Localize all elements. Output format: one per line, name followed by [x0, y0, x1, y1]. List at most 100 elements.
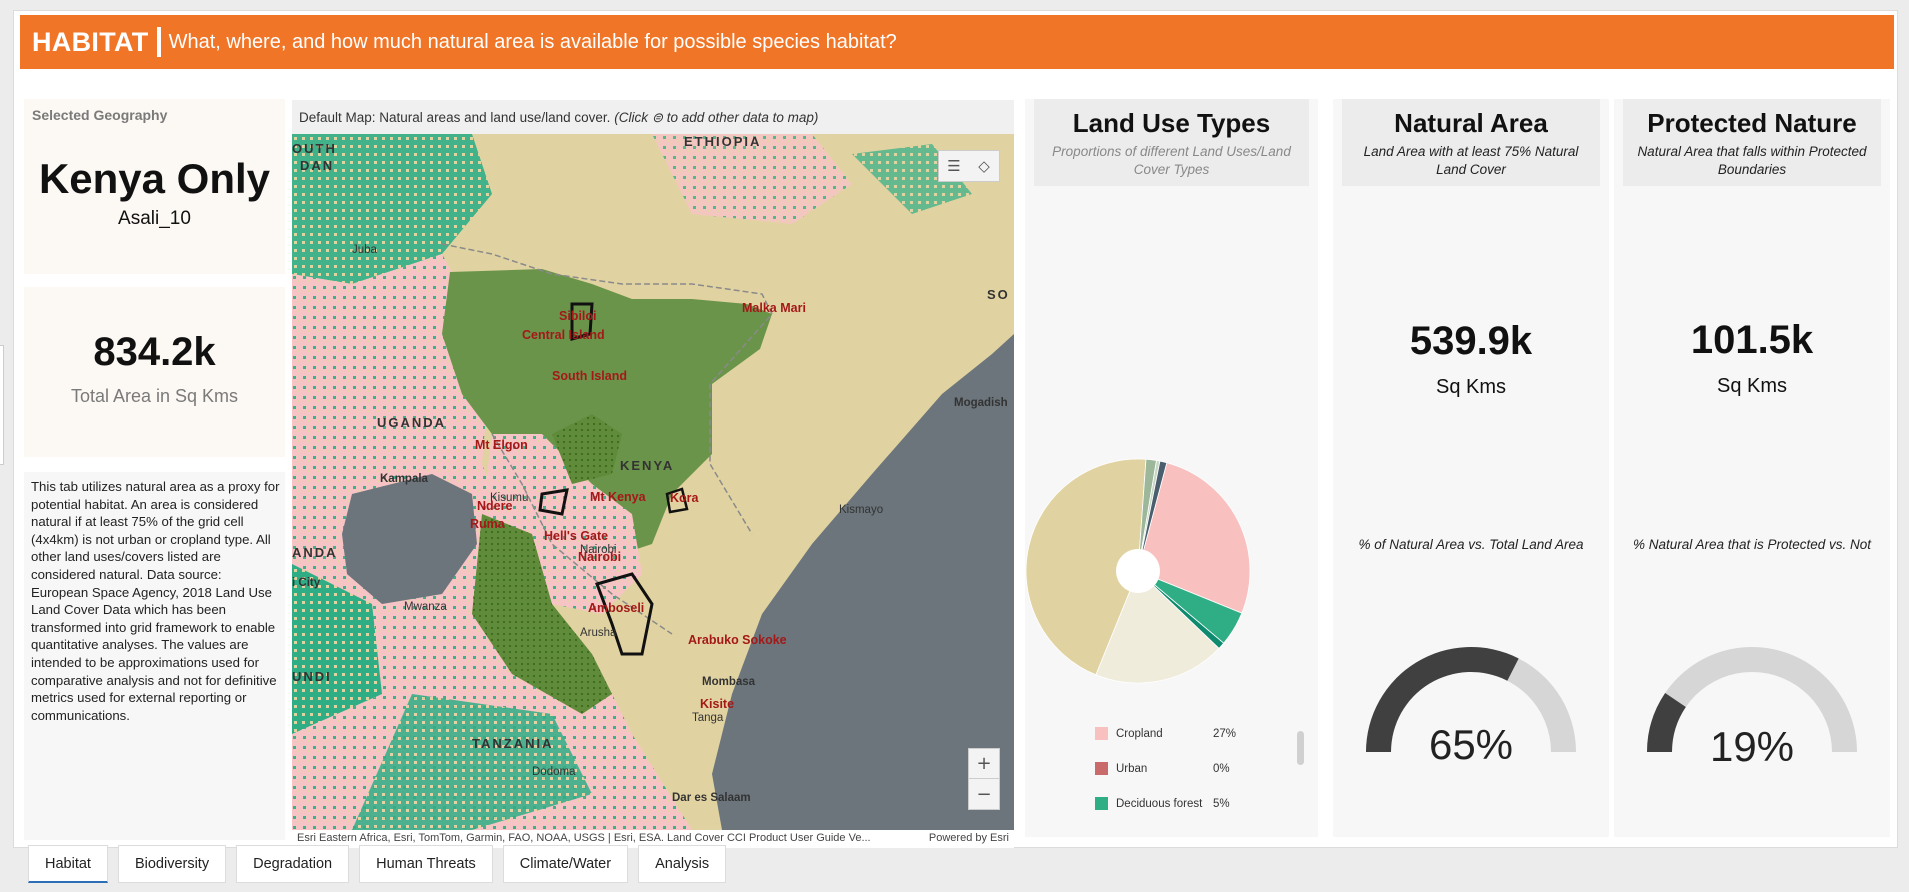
- map-label-sudan2: DAN: [300, 158, 334, 173]
- natural-area-title: Natural Area: [1394, 108, 1548, 138]
- map-pa-kora: Kora: [670, 491, 700, 505]
- map-pa-malkamari: Malka Mari: [742, 301, 806, 315]
- zoom-out-button[interactable]: −: [976, 783, 992, 805]
- map-label-somalia: SO: [987, 287, 1010, 302]
- map-pa-mtelgon: Mt Elgon: [475, 438, 528, 452]
- legend-swatch: [1095, 727, 1108, 740]
- gauge-fill: [1366, 647, 1519, 752]
- map-pa-ruma: Ruma: [470, 517, 506, 531]
- header-subtitle: What, where, and how much natural area i…: [168, 30, 897, 53]
- gauge-fill: [1647, 692, 1686, 752]
- map-region-south: [352, 694, 592, 830]
- legend-item[interactable]: Urban 0%: [1095, 762, 1230, 775]
- map-city-kisumu: Kisumu: [490, 492, 528, 504]
- map-city-mogadishu: Mogadish: [954, 397, 1008, 409]
- map-city-kigali: i City: [292, 577, 321, 589]
- zoom-controls: + −: [968, 748, 1000, 810]
- legend-pct: 0%: [1213, 762, 1230, 775]
- legend-name: Cropland: [1116, 727, 1163, 740]
- protected-nature-card: Protected Nature Natural Area that falls…: [1614, 99, 1890, 837]
- map-attribution[interactable]: Esri Eastern Africa, Esri, TomTom, Garmi…: [297, 832, 871, 844]
- layers-icon[interactable]: ◇: [978, 157, 990, 175]
- map-label-burundi: UNDI: [292, 669, 332, 684]
- map-city-nairobi: Nairobi: [580, 544, 616, 556]
- map-label-tanzania: TANZANIA: [472, 736, 553, 751]
- legend-item[interactable]: Cropland 27%: [1095, 727, 1236, 740]
- total-area-panel: 834.2k Total Area in Sq Kms: [24, 287, 285, 457]
- protected-nature-pct: 19%: [1709, 723, 1795, 770]
- map-header-text: Default Map: Natural areas and land use/…: [299, 110, 611, 125]
- selected-geography-panel: Selected Geography Kenya Only Asali_10: [24, 99, 285, 274]
- map-city-dodoma: Dodoma: [532, 766, 576, 778]
- map-city-juba: Juba: [352, 244, 378, 256]
- left-edge-handle[interactable]: [0, 345, 4, 465]
- natural-area-pct: 65%: [1428, 721, 1514, 768]
- land-use-pie-chart[interactable]: [1025, 419, 1318, 719]
- protected-nature-title: Protected Nature: [1647, 108, 1857, 138]
- map-header: Default Map: Natural areas and land use/…: [292, 100, 1014, 134]
- powered-by[interactable]: Powered by Esri: [928, 832, 1009, 844]
- map-border: [441, 243, 773, 535]
- map-pa-sibiloi: Sibiloi: [559, 309, 597, 323]
- protected-nature-gauge: [1647, 647, 1857, 752]
- pie-slice[interactable]: [1137, 460, 1168, 572]
- map-widget: Default Map: Natural areas and land use/…: [292, 100, 1014, 848]
- legend-name: Urban: [1116, 762, 1148, 775]
- pie-slice[interactable]: [1137, 462, 1251, 614]
- pie-slice[interactable]: [1025, 458, 1147, 676]
- tab-climate-water[interactable]: Climate/Water: [502, 845, 629, 883]
- header-separator: [156, 27, 161, 57]
- map-pa-southisland: South Island: [552, 369, 627, 383]
- tab-degradation[interactable]: Degradation: [236, 845, 350, 883]
- protected-nature-card-header: Protected Nature Natural Area that falls…: [1623, 99, 1881, 186]
- legend-pct: 27%: [1213, 727, 1237, 740]
- map-pa-ndere: Ndere: [477, 499, 512, 513]
- land-use-title: Land Use Types: [1072, 108, 1271, 138]
- map-protected-amboseli: [595, 572, 654, 656]
- map-canvas[interactable]: ETHIOPIA UGANDA KENYA TANZANIA OUTH DAN …: [292, 134, 1014, 830]
- geography-name: Kenya Only: [38, 155, 271, 202]
- geography-subname: Asali_10: [118, 208, 191, 229]
- map-city-tanga: Tanga: [692, 712, 724, 724]
- land-use-card-header: Land Use Types Proportions of different …: [1034, 99, 1309, 186]
- legend-list-icon[interactable]: ☰: [947, 157, 961, 175]
- natural-area-subtitle: Land Area with at least 75% Natural Land…: [1363, 144, 1579, 177]
- tab-bar: Habitat Biodiversity Degradation Human T…: [28, 845, 736, 885]
- protected-nature-value: 101.5k: [1690, 318, 1814, 362]
- map-city-mombasa: Mombasa: [702, 676, 756, 688]
- tab-habitat[interactable]: Habitat: [28, 845, 108, 883]
- map-pa-amboseli: Amboseli: [588, 601, 644, 615]
- map-toolbar: ☰ ◇: [938, 150, 1000, 182]
- tab-analysis[interactable]: Analysis: [638, 845, 727, 883]
- description-panel: This tab utilizes natural area as a prox…: [24, 472, 285, 840]
- map-border-south: [491, 433, 673, 635]
- protected-nature-gauge-label: % Natural Area that is Protected vs. Not: [1632, 537, 1872, 552]
- map-footer: Esri Eastern Africa, Esri, TomTom, Garmi…: [292, 830, 1014, 848]
- protected-nature-subtitle: Natural Area that falls within Protected…: [1637, 144, 1867, 177]
- description-text: This tab utilizes natural area as a prox…: [31, 479, 280, 723]
- map-city-mwanza: Mwanza: [404, 601, 447, 613]
- tab-biodiversity[interactable]: Biodiversity: [117, 845, 227, 883]
- zoom-in-button[interactable]: +: [969, 749, 999, 779]
- map-kenya-forest: [472, 514, 612, 714]
- selected-geography-label: Selected Geography: [32, 107, 168, 123]
- map-svg[interactable]: ETHIOPIA UGANDA KENYA TANZANIA OUTH DAN …: [292, 134, 1014, 830]
- map-region-sudan: [292, 134, 492, 284]
- map-city-kampala: Kampala: [380, 473, 429, 485]
- natural-area-unit: Sq Kms: [1435, 376, 1507, 398]
- map-pa-mtkenya: Mt Kenya: [590, 490, 647, 504]
- map-pa-kisite: Kisite: [700, 697, 734, 711]
- map-label-southsudan: OUTH: [292, 141, 337, 156]
- map-city-daressalaam: Dar es Salaam: [672, 792, 751, 804]
- legend-item[interactable]: Deciduous forest 5%: [1095, 797, 1230, 810]
- legend-scrollbar[interactable]: [1297, 731, 1304, 765]
- header-bar: HABITAT What, where, and how much natura…: [20, 15, 1894, 69]
- legend-swatch: [1095, 762, 1108, 775]
- land-use-subtitle: Proportions of different Land Uses/Land …: [1052, 144, 1291, 177]
- legend-pct: 5%: [1213, 797, 1230, 810]
- map-region-uganda: [292, 254, 492, 494]
- map-header-hint: (Click ⊜ to add other data to map): [614, 110, 819, 125]
- protected-nature-unit: Sq Kms: [1716, 375, 1788, 397]
- tab-human-threats[interactable]: Human Threats: [359, 845, 493, 883]
- natural-area-card-header: Natural Area Land Area with at least 75%…: [1342, 99, 1600, 186]
